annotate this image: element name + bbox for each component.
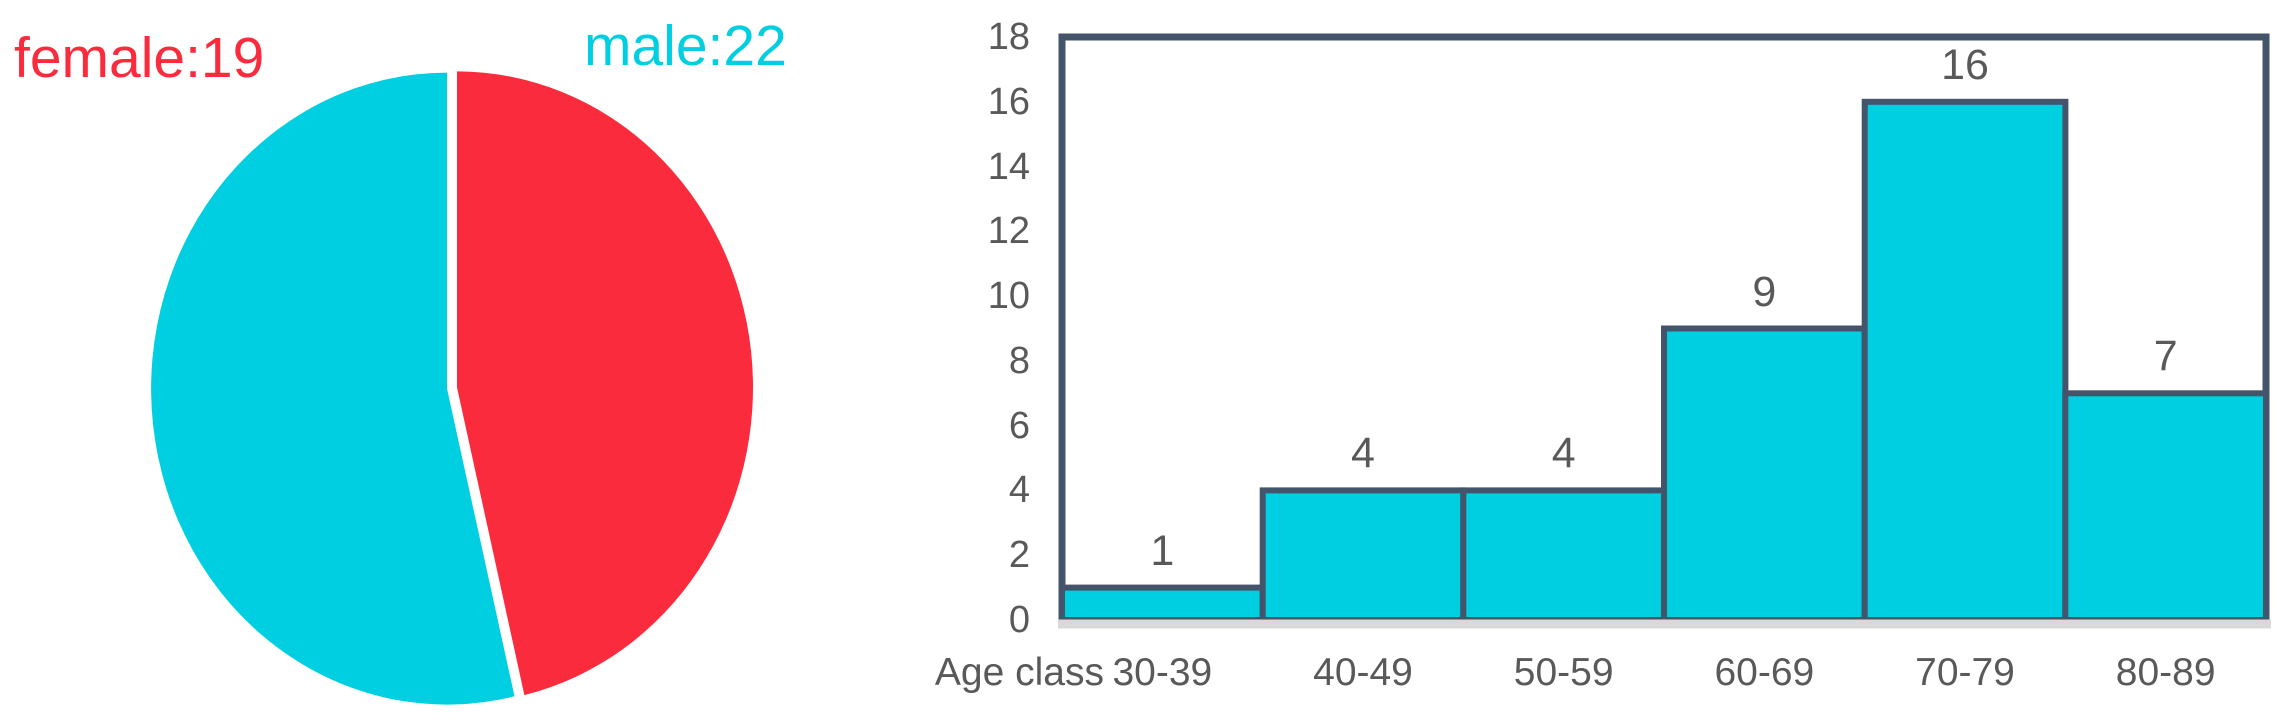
y-tick-label-16: 16 bbox=[987, 80, 1030, 123]
pie-data-label-female: female:19 bbox=[14, 26, 265, 90]
bar-value-label-80-89: 7 bbox=[2153, 332, 2178, 381]
bar-60-69 bbox=[1661, 325, 1868, 623]
pie-slice-male bbox=[151, 72, 515, 705]
y-tick-label-4: 4 bbox=[1008, 469, 1030, 512]
x-tick-label-80-89: 80-89 bbox=[2115, 651, 2216, 694]
bar-70-79 bbox=[1861, 98, 2069, 624]
x-tick-label-40-49: 40-49 bbox=[1313, 651, 1413, 694]
bar-30-39 bbox=[1059, 584, 1266, 623]
x-tick-label-70-79: 70-79 bbox=[1915, 651, 2015, 694]
x-axis-title: Age class bbox=[934, 651, 1104, 694]
x-tick-label-30-39: 30-39 bbox=[1112, 651, 1213, 694]
bar-value-label-70-79: 16 bbox=[1941, 40, 1989, 89]
y-tick-label-12: 12 bbox=[987, 210, 1030, 253]
bar-80-89 bbox=[2062, 390, 2270, 623]
bar-value-label-60-69: 9 bbox=[1752, 267, 1777, 316]
y-tick-label-2: 2 bbox=[1008, 534, 1030, 577]
bar-value-label-40-49: 4 bbox=[1351, 429, 1375, 478]
pie-data-label-male: male:22 bbox=[584, 14, 787, 78]
bar-value-label-30-39: 1 bbox=[1150, 526, 1175, 575]
x-tick-label-50-59: 50-59 bbox=[1513, 651, 1614, 694]
plot-area-border bbox=[1058, 33, 2270, 620]
y-tick-label-0: 0 bbox=[1008, 599, 1030, 641]
y-tick-label-14: 14 bbox=[987, 145, 1030, 188]
pie-slice-female bbox=[457, 71, 754, 696]
bar-50-59 bbox=[1460, 487, 1668, 623]
bar-40-49 bbox=[1259, 487, 1467, 623]
y-tick-label-6: 6 bbox=[1008, 404, 1030, 447]
y-tick-label-10: 10 bbox=[987, 275, 1030, 318]
x-tick-label-60-69: 60-69 bbox=[1714, 651, 1815, 694]
y-tick-label-8: 8 bbox=[1008, 339, 1030, 382]
bar-value-label-50-59: 4 bbox=[1551, 429, 1576, 478]
y-tick-label-18: 18 bbox=[987, 16, 1030, 58]
